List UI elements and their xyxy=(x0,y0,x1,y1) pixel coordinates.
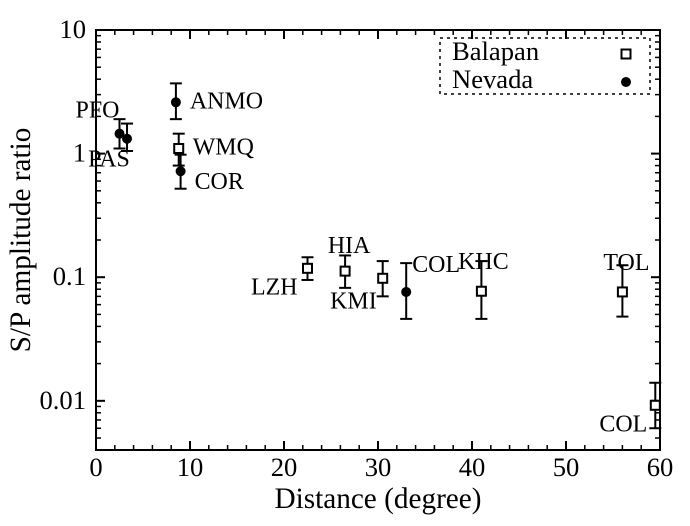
point-label: HIA xyxy=(328,233,371,259)
point-label: PAS xyxy=(88,147,130,173)
point-label: KHC xyxy=(458,249,509,275)
chart-svg: 0 10 20 30 40 50 60 0.01 0.1 1 10 Distance (degree)… xyxy=(0,0,690,526)
y-tick-label: 0.1 xyxy=(53,261,86,291)
point-label: PFO xyxy=(76,98,120,124)
y-tick-label: 10 xyxy=(59,14,86,44)
point-label: TOL xyxy=(603,250,649,276)
marker-open-square xyxy=(477,287,486,296)
point-label: LZH xyxy=(251,274,298,300)
marker-filled-circle xyxy=(176,167,185,176)
marker-open-square xyxy=(378,274,387,283)
marker-filled-circle xyxy=(171,98,180,107)
point-label: COR xyxy=(195,169,244,195)
marker-open-square xyxy=(303,264,312,273)
x-tick-label: 10 xyxy=(177,452,204,482)
x-tick-label: 0 xyxy=(89,452,102,482)
point-label: WMQ xyxy=(193,134,254,160)
marker-filled-circle xyxy=(402,287,411,296)
legend-label: Nevada xyxy=(452,64,533,94)
point-label: ANMO xyxy=(190,88,263,114)
point-label: KMI xyxy=(330,288,377,314)
x-tick-label: 30 xyxy=(365,452,392,482)
y-tick-label: 0.01 xyxy=(39,385,86,415)
marker-open-square xyxy=(341,267,350,276)
marker-open-square xyxy=(622,50,631,59)
marker-open-square xyxy=(618,287,627,296)
x-tick-label: 20 xyxy=(271,452,298,482)
x-tick-label: 50 xyxy=(553,452,580,482)
marker-open-square xyxy=(174,144,183,153)
sp-amplitude-chart: 0 10 20 30 40 50 60 0.01 0.1 1 10 Distance (degree)… xyxy=(0,0,690,526)
legend-label: Balapan xyxy=(452,36,539,66)
y-axis-label: S/P amplitude ratio xyxy=(5,128,37,353)
marker-filled-circle xyxy=(622,78,631,87)
marker-open-square xyxy=(651,401,660,410)
y-tick-label: 1 xyxy=(73,138,86,168)
point-label: COL xyxy=(599,411,647,437)
x-tick-label: 40 xyxy=(459,452,486,482)
x-axis-label: Distance (degree) xyxy=(274,483,481,515)
marker-filled-circle xyxy=(123,134,132,143)
point-label: COL xyxy=(412,252,460,278)
x-tick-label: 60 xyxy=(647,452,674,482)
